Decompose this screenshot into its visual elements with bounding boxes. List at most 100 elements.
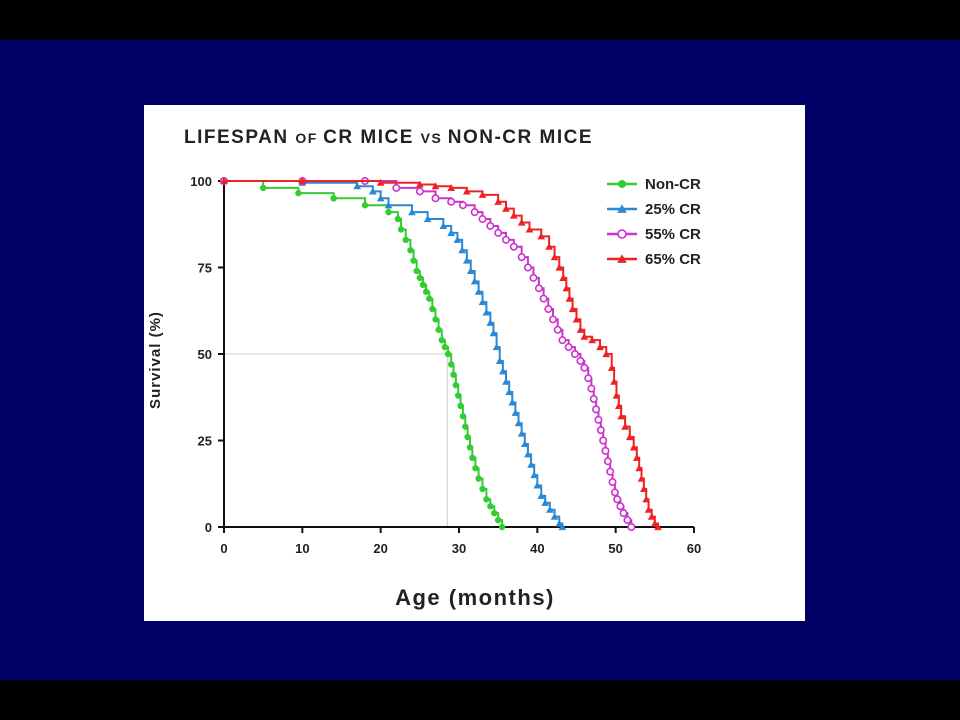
data-point-non-cr (259, 184, 267, 192)
data-point-65pct-cr (509, 211, 518, 219)
data-point-non-cr (416, 274, 424, 282)
data-point-25pct-cr (508, 398, 517, 406)
data-point-55pct-cr (509, 242, 518, 251)
data-point-non-cr (459, 413, 467, 420)
data-point-non-cr (397, 226, 405, 233)
data-point-non-cr (295, 189, 302, 197)
legend-marker-25pct-cr (617, 204, 627, 213)
data-point-65pct-cr (565, 294, 574, 302)
data-point-65pct-cr (617, 412, 625, 420)
data-point-65pct-cr (562, 284, 571, 292)
legend-label-25pct-cr: 25% CR (645, 201, 701, 218)
legend: Non-CR 25% CR 55% CR 65% CR (607, 176, 701, 268)
x-tick-label: 30 (452, 541, 466, 556)
data-point-non-cr (483, 496, 490, 503)
data-point-55pct-cr (478, 215, 487, 224)
data-point-non-cr (472, 464, 479, 472)
data-point-65pct-cr (640, 485, 648, 493)
data-point-55pct-cr (601, 446, 610, 455)
data-point-25pct-cr (462, 256, 471, 264)
data-point-non-cr (447, 361, 455, 368)
data-point-non-cr (432, 316, 439, 323)
data-point-55pct-cr (606, 467, 615, 476)
data-point-non-cr (402, 236, 409, 244)
data-point-65pct-cr (637, 474, 646, 482)
data-point-65pct-cr (629, 443, 638, 451)
data-point-non-cr (444, 350, 452, 358)
data-point-65pct-cr (614, 402, 623, 409)
data-point-65pct-cr (610, 377, 618, 385)
data-point-25pct-cr (517, 429, 526, 437)
data-point-55pct-cr (544, 305, 553, 314)
data-point-25pct-cr (478, 298, 487, 306)
data-point-55pct-cr (558, 336, 567, 345)
data-point-55pct-cr (576, 356, 585, 365)
data-point-non-cr (441, 343, 449, 351)
data-point-25pct-cr (458, 246, 466, 254)
data-point-non-cr (498, 523, 506, 531)
data-point-25pct-cr (408, 208, 416, 216)
data-point-25pct-cr (384, 201, 393, 209)
data-point-25pct-cr (486, 319, 495, 326)
data-point-65pct-cr (632, 453, 641, 461)
x-tick-label: 40 (530, 541, 544, 556)
data-point-25pct-cr (466, 267, 475, 275)
data-point-non-cr (361, 202, 369, 209)
legend-label-non-cr: Non-CR (645, 176, 701, 193)
data-point-65pct-cr (580, 332, 589, 340)
data-point-25pct-cr (492, 343, 501, 351)
data-point-25pct-cr (489, 329, 498, 337)
data-point-65pct-cr (545, 242, 553, 250)
data-point-65pct-cr (478, 191, 487, 198)
x-tick-label: 20 (373, 541, 387, 556)
data-point-non-cr (410, 257, 417, 264)
data-point-65pct-cr (568, 305, 577, 313)
series-non-cr (220, 177, 506, 531)
data-point-65pct-cr (612, 391, 621, 399)
data-point-non-cr (330, 195, 337, 202)
data-point-25pct-cr (555, 519, 564, 527)
data-point-65pct-cr (625, 433, 634, 441)
data-point-65pct-cr (550, 253, 559, 261)
y-axis-label: Survival (%) (147, 311, 164, 409)
data-point-non-cr (450, 371, 457, 378)
data-point-55pct-cr (431, 194, 440, 203)
data-point-non-cr (479, 485, 486, 493)
data-point-65pct-cr (298, 177, 307, 185)
legend-label-65pct-cr: 65% CR (645, 251, 701, 268)
data-point-55pct-cr (594, 415, 603, 424)
data-point-25pct-cr (511, 408, 520, 416)
data-point-65pct-cr (607, 364, 616, 371)
data-point-55pct-cr (596, 426, 605, 435)
data-point-non-cr (385, 208, 392, 216)
data-point-55pct-cr (392, 183, 401, 192)
data-point-25pct-cr (537, 492, 546, 499)
data-point-65pct-cr (650, 519, 659, 527)
data-point-non-cr (419, 281, 427, 288)
data-point-25pct-cr (423, 215, 432, 223)
data-point-65pct-cr (462, 187, 471, 195)
data-point-non-cr (475, 475, 482, 482)
data-point-65pct-cr (621, 422, 629, 430)
data-point-non-cr (407, 247, 414, 254)
data-point-65pct-cr (431, 182, 440, 190)
survival-chart: LIFESPAN OF CR MICE VS NON-CR MICE 0 10 20… (147, 127, 701, 610)
data-point-65pct-cr (517, 218, 526, 226)
data-point-25pct-cr (439, 222, 448, 230)
data-point-25pct-cr (541, 498, 550, 506)
data-point-55pct-cr (534, 284, 543, 293)
y-tick-label: 75 (198, 261, 212, 276)
data-point-non-cr (426, 295, 433, 302)
data-point-25pct-cr (447, 229, 456, 236)
data-point-65pct-cr (576, 325, 585, 333)
y-tick-label: 25 (198, 434, 212, 449)
data-point-non-cr (466, 444, 474, 451)
data-point-25pct-cr (368, 187, 377, 195)
data-point-non-cr (469, 454, 476, 461)
data-point-55pct-cr (486, 221, 495, 230)
x-tick-label: 0 (220, 541, 227, 556)
data-point-55pct-cr (592, 405, 601, 414)
x-tick-label: 50 (608, 541, 622, 556)
data-point-non-cr (455, 392, 462, 399)
data-point-55pct-cr (610, 488, 619, 497)
